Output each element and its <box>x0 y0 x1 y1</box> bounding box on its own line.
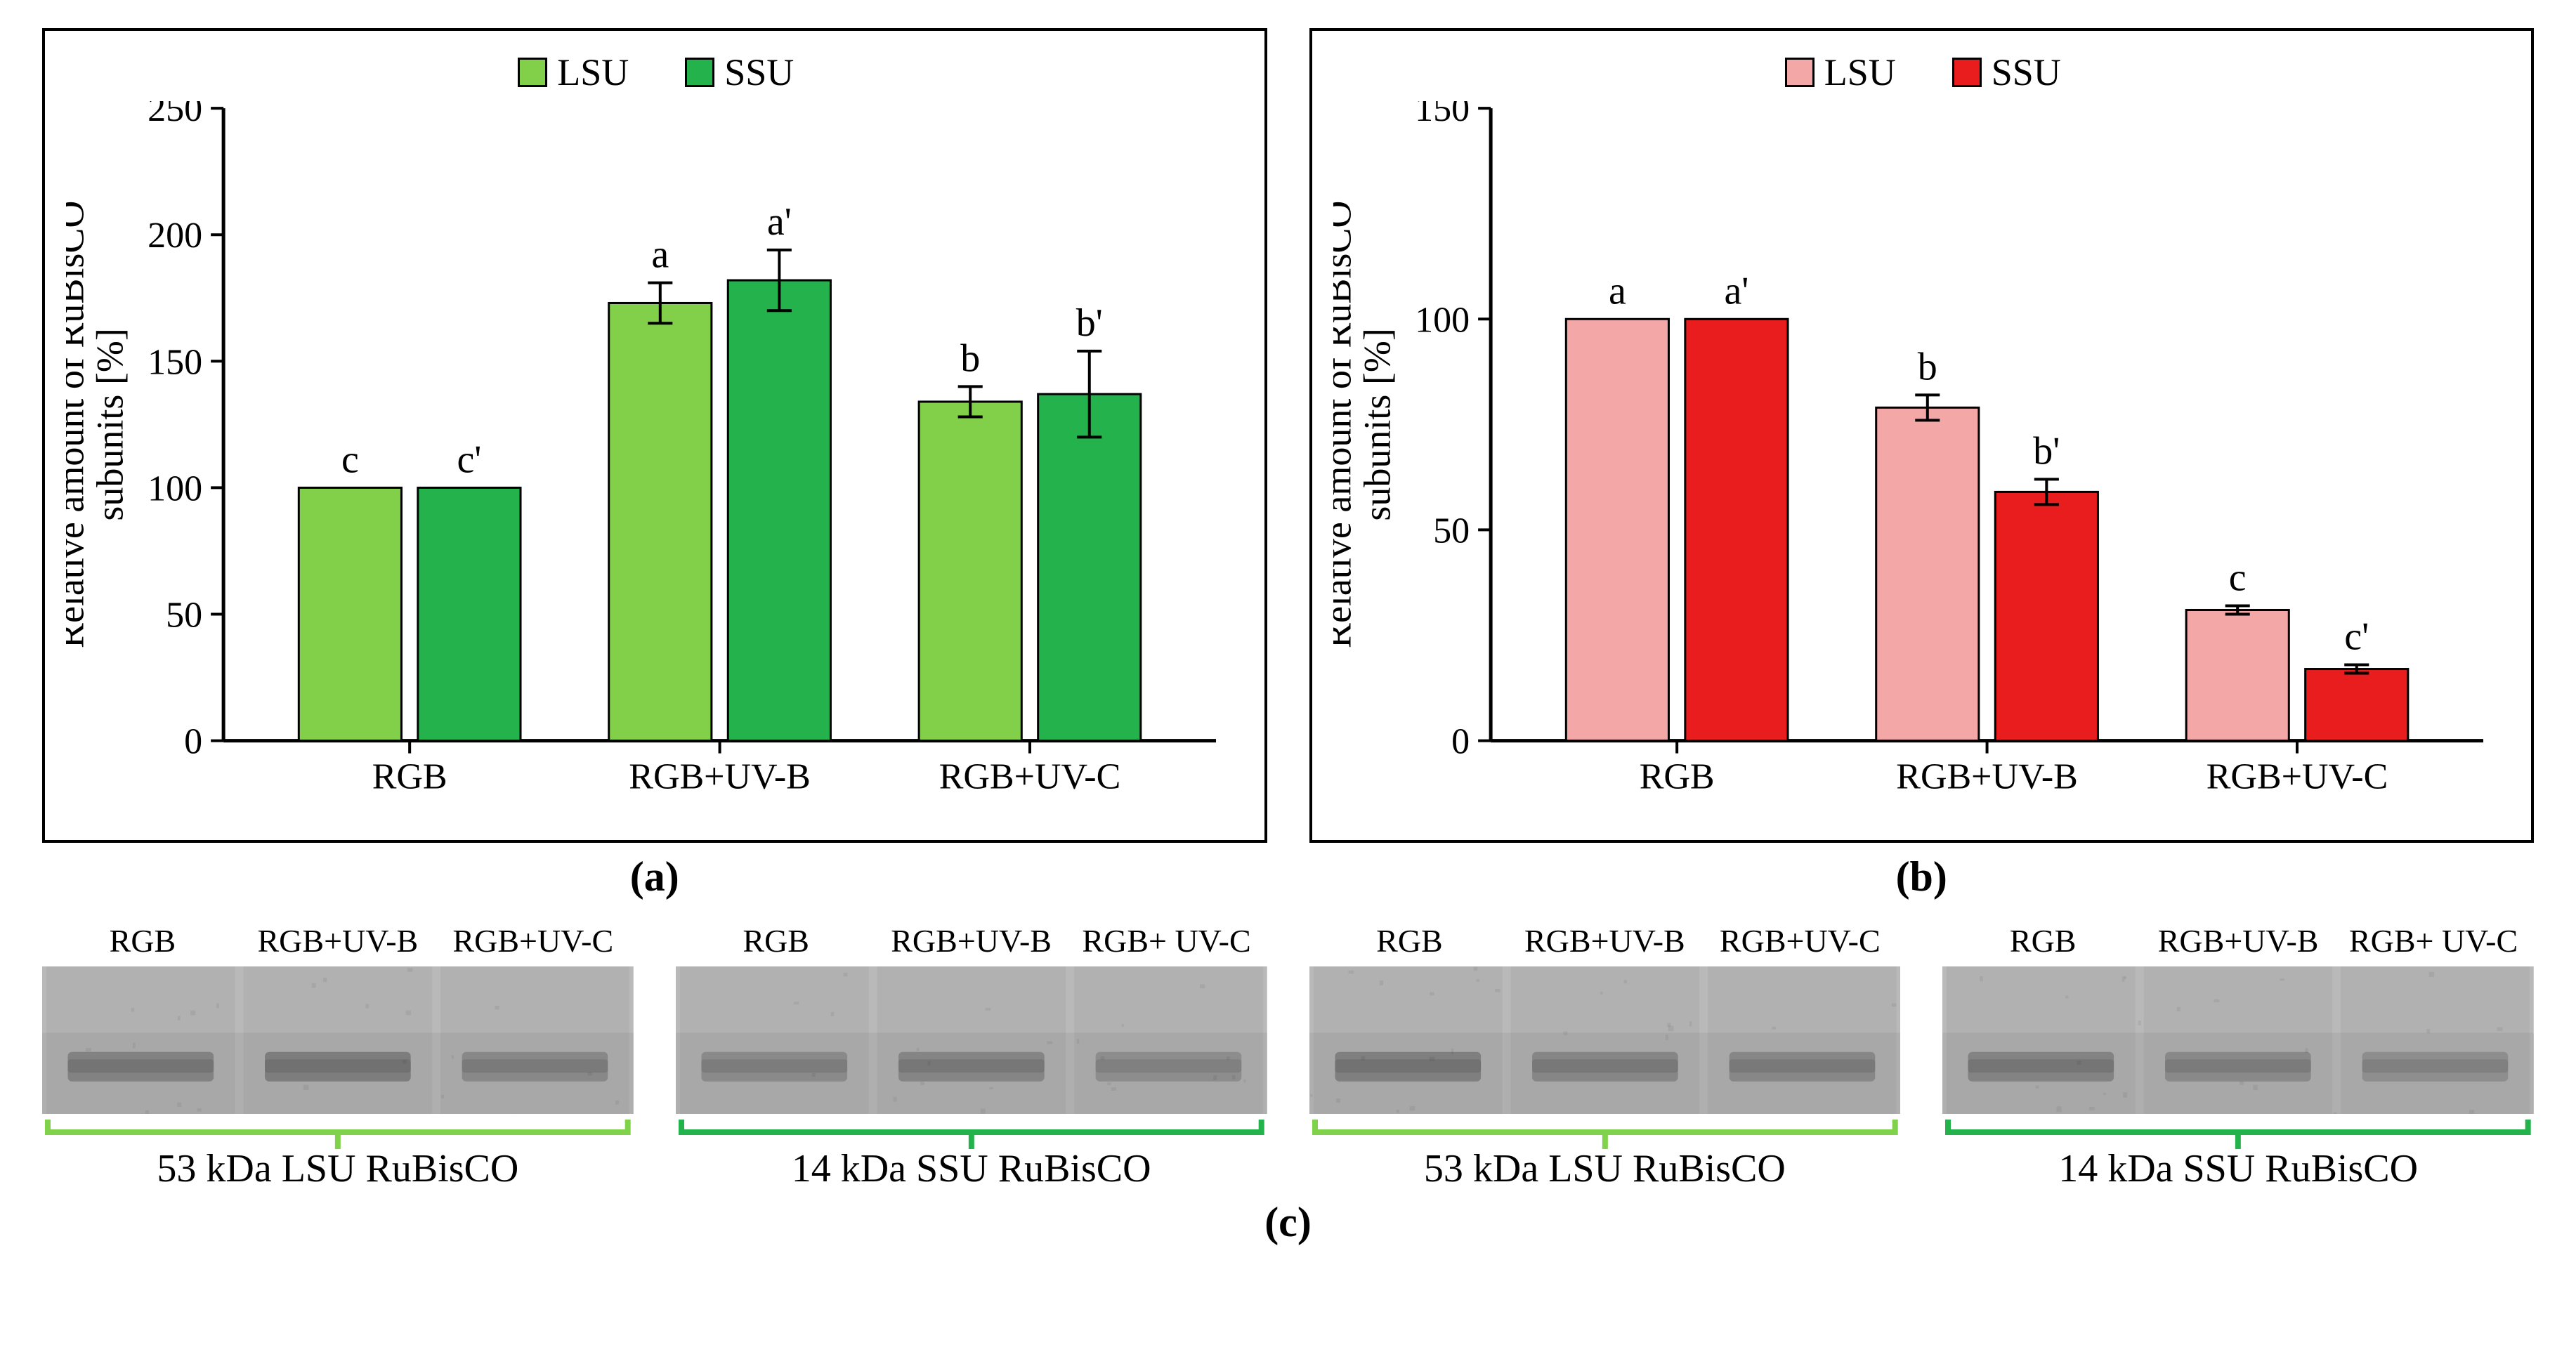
legend-item-ssu-b: SSU <box>1952 51 2061 94</box>
blot-image-l2 <box>676 966 1267 1114</box>
lane-labels-r1: RGB RGB+UV-B RGB+UV-C <box>1309 922 1901 959</box>
panel-b-chart: 0 50 100 150 Relative amount of RuBisCOsubun… <box>1333 101 2511 826</box>
lane-label: RGB+UV-B <box>240 922 436 959</box>
bracket-r2 <box>1942 1118 2534 1149</box>
lane-label: RGB+UV-B <box>2140 922 2336 959</box>
svg-text:c': c' <box>2344 615 2369 659</box>
svg-text:0: 0 <box>184 722 202 762</box>
blot-caption-l1: 53 kDa LSU RuBisCO <box>42 1146 634 1191</box>
panel-a-box: LSU SSU 0 50 100 150 200 250 Relative amount o… <box>42 28 1267 843</box>
figure-root: LSU SSU 0 50 100 150 200 250 Relative amount o… <box>0 0 2576 1345</box>
svg-text:RGB+UV-B: RGB+UV-B <box>1896 757 2078 797</box>
blot-image-l1 <box>42 966 634 1114</box>
svg-text:c': c' <box>457 438 481 481</box>
lane-label: RGB+ UV-C <box>1069 922 1264 959</box>
svg-text:a': a' <box>767 200 792 244</box>
svg-text:50: 50 <box>166 595 202 635</box>
legend-label-lsu: LSU <box>557 51 629 94</box>
legend-label-lsu-b: LSU <box>1824 51 1896 94</box>
lane-label: RGB+UV-C <box>1702 922 1897 959</box>
lane-label: RGB+UV-B <box>1507 922 1702 959</box>
blot-image-r2 <box>1942 966 2534 1114</box>
svg-text:subunits [%]: subunits [%] <box>89 328 131 520</box>
svg-text:subunits [%]: subunits [%] <box>1356 328 1398 520</box>
bracket-l1 <box>42 1118 634 1149</box>
lane-label: RGB <box>1945 922 2140 959</box>
legend-label-ssu-b: SSU <box>1992 51 2061 94</box>
svg-text:b: b <box>1917 345 1937 388</box>
panel-b-letter: (b) <box>1896 853 1947 901</box>
top-row: LSU SSU 0 50 100 150 200 250 Relative amount o… <box>42 28 2534 901</box>
lane-label: RGB <box>679 922 874 959</box>
panel-c-letter: (c) <box>42 1198 2534 1247</box>
blots-right-half: RGB RGB+UV-B RGB+UV-C RGB RGB+UV-B RGB+ … <box>1309 922 2535 1191</box>
panel-b-box: LSU SSU 0 50 100 150 Relative amount of RuBi… <box>1309 28 2535 843</box>
lane-label: RGB+ UV-C <box>2336 922 2531 959</box>
svg-text:0: 0 <box>1451 722 1470 762</box>
svg-text:c: c <box>341 438 359 481</box>
bracket-r1 <box>1309 1118 1901 1149</box>
lane-labels-r2: RGB RGB+UV-B RGB+ UV-C <box>1942 922 2534 959</box>
blots-row: RGB RGB+UV-B RGB+UV-C RGB RGB+UV-B RGB+ … <box>42 922 2534 1191</box>
blot-left-group1: RGB RGB+UV-B RGB+UV-C <box>42 922 634 1114</box>
svg-text:50: 50 <box>1433 511 1470 551</box>
svg-text:a': a' <box>1724 269 1748 313</box>
svg-text:100: 100 <box>148 468 202 509</box>
svg-text:Relative amount of RuBisCO: Relative amount of RuBisCO <box>1333 201 1359 648</box>
svg-text:150: 150 <box>148 342 202 382</box>
svg-text:RGB+UV-B: RGB+UV-B <box>629 757 811 797</box>
legend-item-ssu: SSU <box>685 51 794 94</box>
legend-label-ssu: SSU <box>724 51 794 94</box>
panel-a-chart: 0 50 100 150 200 250 Relative amount of RuBisC… <box>66 101 1243 826</box>
blot-right-group1: RGB RGB+UV-B RGB+UV-C <box>1309 922 1901 1114</box>
blots-left-half: RGB RGB+UV-B RGB+UV-C RGB RGB+UV-B RGB+ … <box>42 922 1267 1191</box>
lane-label: RGB+UV-C <box>436 922 631 959</box>
svg-text:RGB: RGB <box>372 757 447 797</box>
svg-text:RGB+UV-C: RGB+UV-C <box>939 757 1121 797</box>
blot-right-group2: RGB RGB+UV-B RGB+ UV-C <box>1942 922 2534 1114</box>
panel-a-legend: LSU SSU <box>65 48 1248 97</box>
svg-text:a: a <box>651 233 669 277</box>
svg-text:c: c <box>2228 556 2246 599</box>
svg-text:100: 100 <box>1415 300 1470 340</box>
legend-item-lsu: LSU <box>518 51 629 94</box>
panel-b-legend: LSU SSU <box>1332 48 2515 97</box>
lane-labels-l1: RGB RGB+UV-B RGB+UV-C <box>42 922 634 959</box>
svg-text:b': b' <box>1076 301 1103 345</box>
legend-swatch-ssu-b <box>1952 58 1982 87</box>
legend-swatch-lsu <box>518 58 547 87</box>
legend-swatch-ssu <box>685 58 714 87</box>
legend-item-lsu-b: LSU <box>1785 51 1896 94</box>
lane-labels-l2: RGB RGB+UV-B RGB+ UV-C <box>676 922 1267 959</box>
blot-caption-r2: 14 kDa SSU RuBisCO <box>1942 1146 2534 1191</box>
svg-text:b: b <box>960 336 980 380</box>
svg-text:RGB: RGB <box>1639 757 1714 797</box>
lane-label: RGB <box>1312 922 1508 959</box>
svg-text:150: 150 <box>1415 101 1470 129</box>
svg-text:RGB+UV-C: RGB+UV-C <box>2206 757 2388 797</box>
blot-left-group2: RGB RGB+UV-B RGB+ UV-C <box>676 922 1267 1114</box>
blot-caption-r1: 53 kDa LSU RuBisCO <box>1309 1146 1901 1191</box>
panel-c: RGB RGB+UV-B RGB+UV-C RGB RGB+UV-B RGB+ … <box>42 922 2534 1247</box>
svg-text:Relative amount of RuBisCO: Relative amount of RuBisCO <box>66 201 91 648</box>
lane-label: RGB <box>45 922 240 959</box>
lane-label: RGB+UV-B <box>874 922 1069 959</box>
svg-text:250: 250 <box>148 101 202 129</box>
panel-b-column: LSU SSU 0 50 100 150 Relative amount of RuBi… <box>1309 28 2535 901</box>
panel-a-letter: (a) <box>630 853 679 901</box>
bracket-l2 <box>676 1118 1267 1149</box>
svg-text:200: 200 <box>148 216 202 256</box>
blot-caption-l2: 14 kDa SSU RuBisCO <box>676 1146 1267 1191</box>
svg-text:a: a <box>1608 269 1626 313</box>
panel-a-column: LSU SSU 0 50 100 150 200 250 Relative amount o… <box>42 28 1267 901</box>
svg-text:b': b' <box>2033 429 2060 473</box>
blot-image-r1 <box>1309 966 1901 1114</box>
legend-swatch-lsu-b <box>1785 58 1815 87</box>
